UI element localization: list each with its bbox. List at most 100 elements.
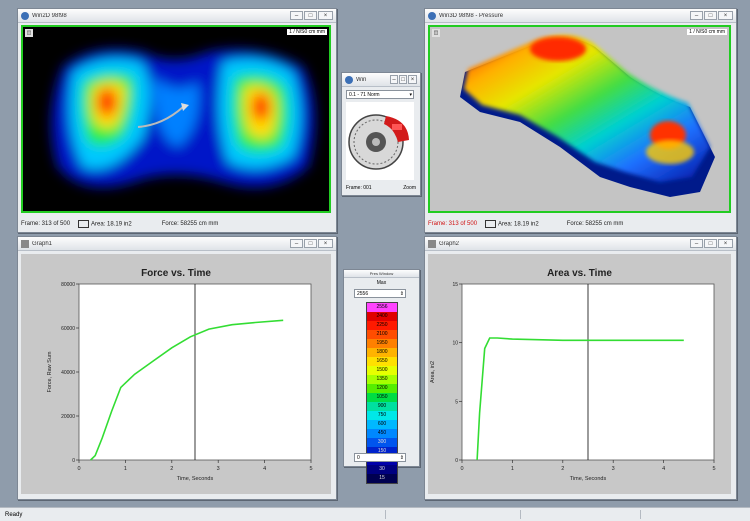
pressure-surface xyxy=(460,34,715,197)
max-value: 2556 xyxy=(357,291,369,297)
legend-level: 1950 xyxy=(367,339,397,348)
graph1-titlebar[interactable]: Graph1 – □ × xyxy=(18,237,336,251)
maximize-button[interactable]: □ xyxy=(704,239,717,248)
pressure-3d-titlebar[interactable]: Win3D 98f98 - Pressure – □ × xyxy=(425,9,736,23)
y-axis-label: Force, Raw Sum xyxy=(47,351,53,392)
window-title: Win xyxy=(356,76,367,83)
frame-readout: Frame: 313 of 500 xyxy=(428,221,478,227)
pressure-3d-status: Frame: 313 of 500 Area: 18.19 in2 Force:… xyxy=(428,218,733,230)
chart-title: Area vs. Time xyxy=(547,268,612,279)
y-tick-label: 0 xyxy=(72,458,75,464)
pressure-2d-view[interactable]: ◫ 1 / N/S0 cm mm xyxy=(21,25,331,213)
y-tick-label: 40000 xyxy=(61,370,75,376)
area-value: Area: 18.19 in2 xyxy=(91,221,132,228)
x-tick-label: 2 xyxy=(561,466,564,472)
app-icon xyxy=(428,11,436,20)
spinner-arrows-icon: ⇕ xyxy=(399,455,404,461)
pressure-3d-view[interactable]: ◫ 1 / N/S0 cm mm xyxy=(428,25,731,213)
window-title: Graph2 xyxy=(439,240,460,247)
legend-level: 1050 xyxy=(367,393,397,402)
unit-tag: 1 / N/S0 cm mm xyxy=(687,29,727,35)
area-icon xyxy=(78,220,90,228)
app-icon xyxy=(21,239,29,248)
y-tick-label: 5 xyxy=(455,399,458,405)
legend-level: 2556 xyxy=(367,303,397,312)
x-tick-label: 0 xyxy=(77,466,80,472)
close-button[interactable]: × xyxy=(318,239,333,248)
app-icon xyxy=(428,239,436,248)
area-value: Area: 18.19 in2 xyxy=(498,221,539,228)
dataset-dropdown[interactable]: 0.1 - 71 Norm ▾ xyxy=(346,90,414,99)
window-title: Win2D 98f98 xyxy=(32,12,67,19)
x-tick-label: 3 xyxy=(612,466,615,472)
toolbar-mini-button[interactable]: ◫ xyxy=(432,29,440,37)
max-value-spinner[interactable]: 2556 ⇕ xyxy=(354,289,406,298)
close-button[interactable]: × xyxy=(318,11,333,20)
y-tick-label: 10 xyxy=(452,341,458,347)
legend-level: 15 xyxy=(367,474,397,483)
y-tick-label: 15 xyxy=(452,282,458,288)
brake-window: Win – □ × 0.1 - 71 Norm ▾ Frame: 001 Zoo… xyxy=(341,72,421,196)
legend-level: 2250 xyxy=(367,321,397,330)
x-tick-label: 2 xyxy=(170,466,173,472)
window-title: Pres Window xyxy=(369,271,394,276)
chart-title: Force vs. Time xyxy=(141,268,211,279)
graph1-area: Force vs. Time 0 1 2 3 4 5 0 20000 40000 60000 8000… xyxy=(21,254,331,494)
close-button[interactable]: × xyxy=(408,75,417,84)
close-button[interactable]: × xyxy=(718,239,733,248)
toolbar-mini-button[interactable]: ◫ xyxy=(25,29,33,37)
chevron-down-icon: ▾ xyxy=(409,92,412,98)
force-readout: Force: 58255 cm mm xyxy=(161,221,219,227)
series-line xyxy=(90,319,284,461)
minimize-button[interactable]: – xyxy=(690,239,703,248)
legend-level: 750 xyxy=(367,411,397,420)
legend-level: 150 xyxy=(367,447,397,456)
minimize-button[interactable]: – xyxy=(290,239,303,248)
legend-level: 1800 xyxy=(367,348,397,357)
y-tick-label: 60000 xyxy=(61,326,75,332)
legend-titlebar[interactable]: Pres Window xyxy=(344,270,419,278)
pressure-2d-window: Win2D 98f98 – □ × xyxy=(17,8,337,233)
pressure-2d-titlebar[interactable]: Win2D 98f98 – □ × xyxy=(18,9,336,23)
close-button[interactable]: × xyxy=(718,11,733,20)
min-value-spinner[interactable]: 0 ⇕ xyxy=(354,453,406,462)
app-icon xyxy=(345,75,353,84)
pressure-2d-status: Frame: 313 of 500 Area: 18.19 in2 Force:… xyxy=(21,218,333,230)
force-readout: Force: 58255 cm mm xyxy=(566,221,624,227)
legend-window: Pres Window Max 2556 ⇕ 2556 2400 2250 2100 1… xyxy=(343,269,420,484)
app-status-bar: Ready xyxy=(0,507,750,521)
minimize-button[interactable]: – xyxy=(290,11,303,20)
y-tick-label: 80000 xyxy=(61,282,75,288)
unit-tag: 1 / N/S0 cm mm xyxy=(287,29,327,35)
x-tick-label: 5 xyxy=(712,466,715,472)
minimize-button[interactable]: – xyxy=(690,11,703,20)
x-axis-label: Time, Seconds xyxy=(570,476,607,482)
graph2-titlebar[interactable]: Graph2 – □ × xyxy=(425,237,736,251)
brake-titlebar[interactable]: Win – □ × xyxy=(342,73,420,87)
graph1-window: Graph1 – □ × Force vs. Time 0 1 2 3 4 5 0 20000 4… xyxy=(17,236,337,500)
pressure-3d-window: Win3D 98f98 - Pressure – □ × xyxy=(424,8,737,233)
maximize-button[interactable]: □ xyxy=(304,11,317,20)
area-readout: Area: 18.19 in2 xyxy=(78,220,132,228)
min-value: 0 xyxy=(357,455,360,461)
pressure-heatmap xyxy=(51,49,315,188)
force-chart[interactable]: Force vs. Time 0 1 2 3 4 5 0 20000 40000 60000 8000… xyxy=(21,254,331,494)
y-tick-label: 0 xyxy=(455,458,458,464)
maximize-button[interactable]: □ xyxy=(704,11,717,20)
area-icon xyxy=(485,220,497,228)
trajectory-arrow xyxy=(137,106,184,128)
color-legend-bar: 2556 2400 2250 2100 1950 1800 1650 1500 1350 1200… xyxy=(366,302,398,484)
x-tick-label: 4 xyxy=(662,466,665,472)
area-readout: Area: 18.19 in2 xyxy=(485,220,539,228)
minimize-button[interactable]: – xyxy=(390,75,398,84)
zoom-label[interactable]: Zoom xyxy=(403,185,416,191)
area-chart[interactable]: Area vs. Time 0 1 2 3 4 5 0 5 10 15 Time, Seconds Ar… xyxy=(428,254,731,494)
legend-level: 1200 xyxy=(367,384,397,393)
legend-level: 1500 xyxy=(367,366,397,375)
series-line xyxy=(476,337,684,461)
maximize-button[interactable]: □ xyxy=(304,239,317,248)
y-tick-label: 20000 xyxy=(61,414,75,420)
maximize-button[interactable]: □ xyxy=(399,75,407,84)
legend-subtitle: Max xyxy=(376,280,387,286)
legend-level: 1350 xyxy=(367,375,397,384)
